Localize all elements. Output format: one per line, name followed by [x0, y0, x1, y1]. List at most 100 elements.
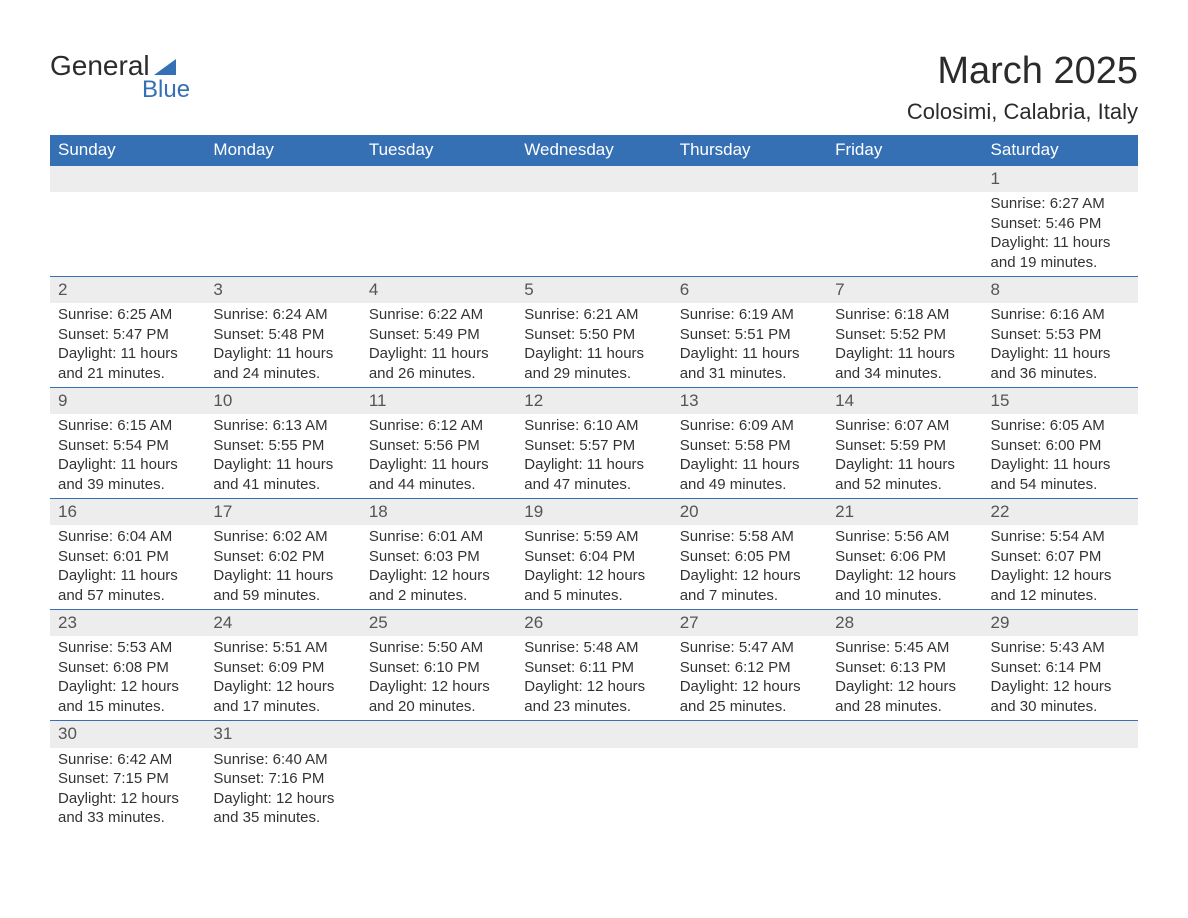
sunrise: Sunrise: 6:04 AM	[58, 527, 197, 547]
day-detail-cell: Sunrise: 5:48 AMSunset: 6:11 PMDaylight:…	[516, 636, 671, 721]
sunrise: Sunrise: 5:50 AM	[369, 638, 508, 658]
month-title: March 2025	[907, 50, 1138, 93]
weekday-header: Sunday	[50, 135, 205, 166]
day-detail-cell: Sunrise: 6:13 AMSunset: 5:55 PMDaylight:…	[205, 414, 360, 499]
sunrise: Sunrise: 6:09 AM	[680, 416, 819, 436]
daylight-line1: Daylight: 11 hours	[58, 344, 197, 364]
daylight-line1: Daylight: 12 hours	[680, 566, 819, 586]
sunset: Sunset: 6:11 PM	[524, 658, 663, 678]
day-number-cell: 4	[361, 277, 516, 304]
logo-triangle-icon	[154, 59, 176, 75]
day-detail-cell: Sunrise: 5:47 AMSunset: 6:12 PMDaylight:…	[672, 636, 827, 721]
sunset: Sunset: 5:46 PM	[991, 214, 1130, 234]
daylight-line1: Daylight: 12 hours	[369, 677, 508, 697]
daylight-line2: and 19 minutes.	[991, 253, 1130, 273]
day-number-cell: 3	[205, 277, 360, 304]
day-number-cell: 20	[672, 499, 827, 526]
day-detail-cell	[205, 192, 360, 277]
sunset: Sunset: 5:56 PM	[369, 436, 508, 456]
day-number-cell: 29	[983, 610, 1138, 637]
day-number-cell: 2	[50, 277, 205, 304]
sunrise: Sunrise: 6:12 AM	[369, 416, 508, 436]
daylight-line2: and 59 minutes.	[213, 586, 352, 606]
sunrise: Sunrise: 5:51 AM	[213, 638, 352, 658]
day-number-cell: 10	[205, 388, 360, 415]
location: Colosimi, Calabria, Italy	[907, 99, 1138, 125]
daylight-line1: Daylight: 11 hours	[369, 455, 508, 475]
day-number-row: 9101112131415	[50, 388, 1138, 415]
day-detail-cell: Sunrise: 6:04 AMSunset: 6:01 PMDaylight:…	[50, 525, 205, 610]
weekday-header: Saturday	[983, 135, 1138, 166]
daylight-line2: and 39 minutes.	[58, 475, 197, 495]
day-detail-cell: Sunrise: 6:21 AMSunset: 5:50 PMDaylight:…	[516, 303, 671, 388]
day-detail-row: Sunrise: 6:25 AMSunset: 5:47 PMDaylight:…	[50, 303, 1138, 388]
day-number-cell: 16	[50, 499, 205, 526]
day-number-cell: 7	[827, 277, 982, 304]
sunset: Sunset: 5:54 PM	[58, 436, 197, 456]
sunrise: Sunrise: 6:05 AM	[991, 416, 1130, 436]
weekday-header: Monday	[205, 135, 360, 166]
day-number-cell	[361, 166, 516, 193]
daylight-line1: Daylight: 11 hours	[524, 455, 663, 475]
day-number-cell: 31	[205, 721, 360, 748]
day-detail-cell: Sunrise: 6:40 AMSunset: 7:16 PMDaylight:…	[205, 748, 360, 832]
daylight-line1: Daylight: 12 hours	[213, 677, 352, 697]
day-number-cell: 12	[516, 388, 671, 415]
sunrise: Sunrise: 6:25 AM	[58, 305, 197, 325]
sunset: Sunset: 6:05 PM	[680, 547, 819, 567]
daylight-line2: and 57 minutes.	[58, 586, 197, 606]
daylight-line2: and 5 minutes.	[524, 586, 663, 606]
day-number-cell	[827, 721, 982, 748]
sunrise: Sunrise: 6:19 AM	[680, 305, 819, 325]
daylight-line1: Daylight: 12 hours	[835, 677, 974, 697]
day-detail-cell	[827, 192, 982, 277]
day-number-cell	[672, 166, 827, 193]
daylight-line1: Daylight: 11 hours	[991, 455, 1130, 475]
sunset: Sunset: 6:06 PM	[835, 547, 974, 567]
day-detail-cell	[672, 192, 827, 277]
day-detail-cell: Sunrise: 6:25 AMSunset: 5:47 PMDaylight:…	[50, 303, 205, 388]
sunset: Sunset: 6:10 PM	[369, 658, 508, 678]
weekday-header: Wednesday	[516, 135, 671, 166]
daylight-line1: Daylight: 11 hours	[58, 566, 197, 586]
sunset: Sunset: 6:03 PM	[369, 547, 508, 567]
daylight-line2: and 7 minutes.	[680, 586, 819, 606]
sunset: Sunset: 5:49 PM	[369, 325, 508, 345]
sunrise: Sunrise: 5:56 AM	[835, 527, 974, 547]
sunrise: Sunrise: 6:22 AM	[369, 305, 508, 325]
daylight-line1: Daylight: 12 hours	[680, 677, 819, 697]
day-number-cell: 15	[983, 388, 1138, 415]
day-detail-cell: Sunrise: 5:54 AMSunset: 6:07 PMDaylight:…	[983, 525, 1138, 610]
day-number-row: 16171819202122	[50, 499, 1138, 526]
day-number-cell: 8	[983, 277, 1138, 304]
daylight-line1: Daylight: 11 hours	[524, 344, 663, 364]
daylight-line1: Daylight: 11 hours	[213, 455, 352, 475]
sunset: Sunset: 5:48 PM	[213, 325, 352, 345]
weekday-header-row: Sunday Monday Tuesday Wednesday Thursday…	[50, 135, 1138, 166]
sunset: Sunset: 7:15 PM	[58, 769, 197, 789]
daylight-line1: Daylight: 11 hours	[835, 344, 974, 364]
day-number-cell: 27	[672, 610, 827, 637]
daylight-line1: Daylight: 11 hours	[680, 455, 819, 475]
sunset: Sunset: 5:51 PM	[680, 325, 819, 345]
sunset: Sunset: 5:47 PM	[58, 325, 197, 345]
daylight-line2: and 29 minutes.	[524, 364, 663, 384]
daylight-line2: and 44 minutes.	[369, 475, 508, 495]
daylight-line1: Daylight: 12 hours	[369, 566, 508, 586]
daylight-line1: Daylight: 12 hours	[835, 566, 974, 586]
day-number-cell: 11	[361, 388, 516, 415]
daylight-line1: Daylight: 12 hours	[991, 677, 1130, 697]
day-detail-cell: Sunrise: 6:05 AMSunset: 6:00 PMDaylight:…	[983, 414, 1138, 499]
day-number-cell: 14	[827, 388, 982, 415]
sunset: Sunset: 5:59 PM	[835, 436, 974, 456]
daylight-line2: and 35 minutes.	[213, 808, 352, 828]
day-number-cell	[516, 721, 671, 748]
daylight-line1: Daylight: 11 hours	[213, 344, 352, 364]
day-number-cell: 17	[205, 499, 360, 526]
day-number-cell: 19	[516, 499, 671, 526]
sunset: Sunset: 6:08 PM	[58, 658, 197, 678]
day-number-cell: 23	[50, 610, 205, 637]
daylight-line1: Daylight: 11 hours	[835, 455, 974, 475]
daylight-line2: and 36 minutes.	[991, 364, 1130, 384]
day-number-cell	[516, 166, 671, 193]
